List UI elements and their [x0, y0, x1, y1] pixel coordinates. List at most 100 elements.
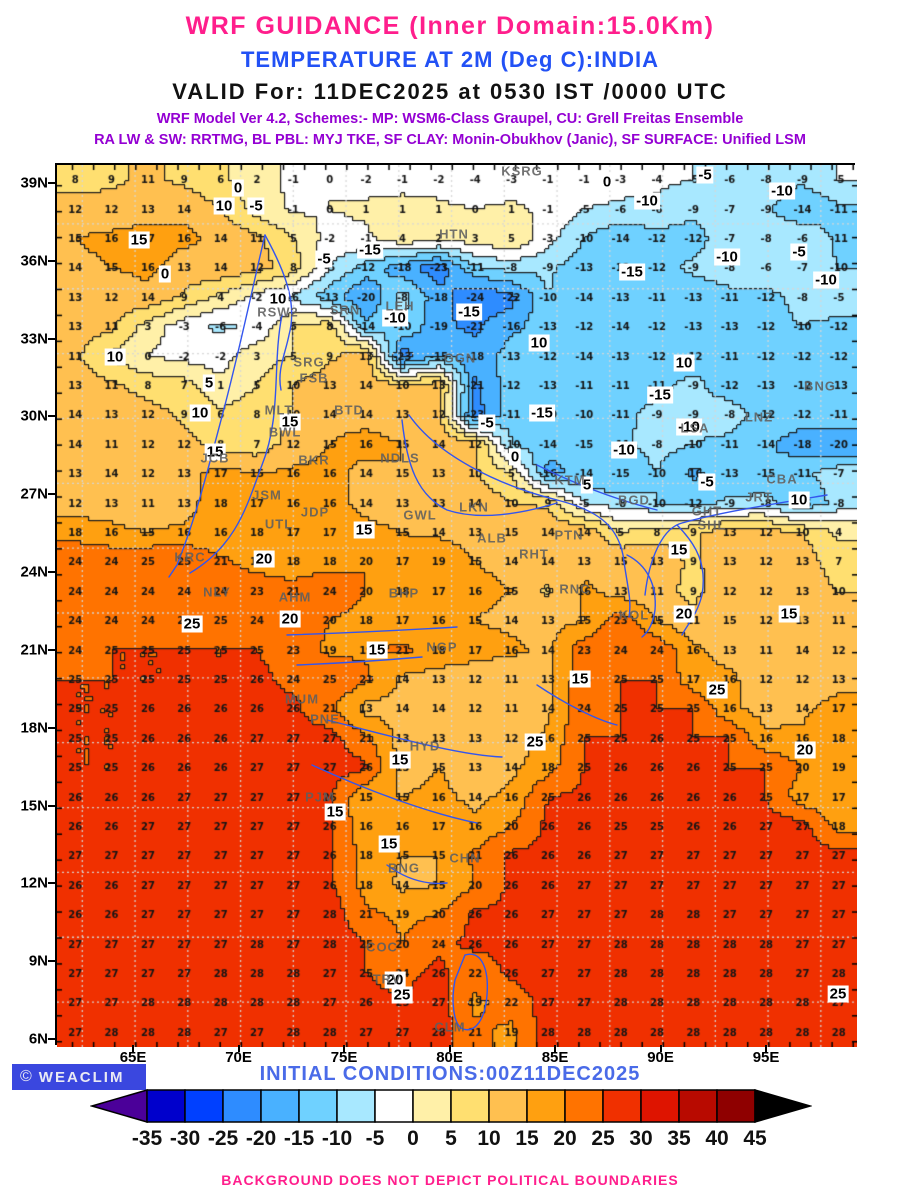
- lon-tick-mark: [343, 1045, 346, 1052]
- contour-label: 25: [391, 986, 413, 1004]
- lon-tick-label: 95E: [752, 1049, 780, 1066]
- lat-tick-label: 18N: [20, 719, 48, 737]
- valid-time-line: VALID For: 11DEC2025 at 0530 IST /0000 U…: [172, 79, 728, 104]
- contour-label: 10: [213, 197, 235, 215]
- station-label: PJM: [305, 789, 335, 805]
- station-label: LSA: [680, 420, 710, 436]
- lon-tick-mark: [659, 1045, 662, 1052]
- lat-tick-label: 9N: [28, 952, 48, 970]
- lat-tick-mark: [48, 960, 55, 963]
- contour-label: -15: [647, 386, 673, 404]
- initial-conditions-line: INITIAL CONDITIONS:00Z11DEC2025: [259, 1063, 641, 1085]
- contour-label: 20: [673, 605, 695, 623]
- copyright-icon: ©: [20, 1068, 32, 1085]
- station-label: CLM: [434, 1019, 466, 1035]
- contour-label: 0: [158, 265, 172, 283]
- weaclim-logo: © WEACLIM: [12, 1064, 146, 1090]
- lon-tick-mark: [237, 1045, 240, 1052]
- station-label: NGP: [426, 639, 458, 655]
- contour-label: -10: [382, 309, 408, 327]
- lat-tick-label: 15N: [20, 797, 48, 815]
- lon-tick-label: 70E: [225, 1049, 252, 1066]
- lon-tick-label: 80E: [436, 1049, 463, 1066]
- station-label: CBA: [766, 471, 798, 487]
- contour-label: -10: [676, 418, 702, 436]
- lat-tick-label: 39N: [20, 174, 48, 192]
- station-label: BTD: [334, 402, 364, 418]
- station-label: MLT: [264, 402, 294, 418]
- station-label: LKN: [459, 499, 489, 515]
- contour-label: -15: [456, 303, 482, 321]
- lat-tick-mark: [48, 571, 55, 574]
- station-label: SHL: [697, 517, 727, 533]
- station-label: LEH: [385, 298, 415, 314]
- lon-tick-mark: [765, 1045, 768, 1052]
- contour-label: 15: [128, 231, 150, 249]
- page-title: WRF GUIDANCE (Inner Domain:15.0Km): [185, 12, 715, 40]
- contour-label: 25: [706, 681, 728, 699]
- contour-label: 20: [279, 610, 301, 628]
- contour-label: 15: [366, 641, 388, 659]
- colorbar-tick-label: 20: [553, 1127, 577, 1150]
- station-label: JCB: [200, 450, 230, 466]
- station-label: GGN: [443, 350, 477, 366]
- lat-tick-label: 27N: [20, 485, 48, 503]
- lat-tick-mark: [48, 181, 55, 184]
- lat-tick-label: 12N: [20, 874, 48, 892]
- station-label: JRT: [745, 489, 773, 505]
- station-label: PTN: [554, 527, 584, 543]
- station-label: GWL: [403, 507, 437, 523]
- colorbar-tick-label: -35: [131, 1127, 163, 1150]
- station-label: SRG: [293, 354, 325, 370]
- contour-label: 15: [389, 751, 411, 769]
- contour-label: 15: [378, 835, 400, 853]
- station-label: ALB: [477, 530, 507, 546]
- lon-tick-mark: [554, 1045, 557, 1052]
- station-label: RNC: [559, 581, 591, 597]
- station-label: PNE: [310, 711, 340, 727]
- contour-label: 15: [279, 413, 301, 431]
- station-label: FSB: [299, 370, 329, 386]
- colorbar-tick-label: 30: [629, 1127, 653, 1150]
- lon-tick-label: 90E: [647, 1049, 674, 1066]
- temperature-colorbar: [89, 1089, 813, 1123]
- contour-label: 10: [528, 334, 550, 352]
- station-label: NLY: [203, 584, 231, 600]
- contour-label: 0: [600, 173, 614, 191]
- station-label: LNZ: [744, 409, 774, 425]
- station-label: TRV: [372, 971, 402, 987]
- contour-label: 10: [673, 354, 695, 372]
- colorbar-tick-label: -20: [245, 1127, 277, 1150]
- station-label: CHN: [449, 850, 481, 866]
- colorbar-tick-label: -30: [169, 1127, 201, 1150]
- contour-label: -15: [619, 263, 645, 281]
- colorbar-tick-label: 45: [743, 1127, 767, 1150]
- contour-label: 15: [778, 605, 800, 623]
- contour-label: 0: [508, 448, 522, 466]
- contour-label: 5: [580, 476, 594, 494]
- station-label: COC: [366, 939, 398, 955]
- colorbar-tick-label: 35: [667, 1127, 691, 1150]
- lat-tick-label: 30N: [20, 407, 48, 425]
- weaclim-logo-text: WEACLIM: [38, 1068, 125, 1086]
- station-label: BNG: [804, 378, 836, 394]
- contour-label: -5: [478, 414, 496, 432]
- contour-label: -5: [247, 197, 265, 215]
- lat-tick-mark: [48, 804, 55, 807]
- contour-label: -5: [698, 473, 716, 491]
- colorbar-svg: [89, 1089, 813, 1123]
- station-label: BNG: [388, 860, 420, 876]
- contour-label: 0: [231, 179, 245, 197]
- contour-label: -15: [529, 404, 555, 422]
- contour-label: 15: [668, 541, 690, 559]
- contour-label: 10: [788, 491, 810, 509]
- contour-label: -5: [790, 243, 808, 261]
- lat-tick-mark: [48, 493, 55, 496]
- contour-label: -15: [357, 241, 383, 259]
- station-label: BHP: [388, 585, 420, 601]
- lon-tick-label: 75E: [330, 1049, 358, 1066]
- model-scheme-line-2: RA LW & SW: RRTMG, BL PBL: MYJ TKE, SF C…: [94, 132, 806, 148]
- contour-label: -5: [696, 166, 714, 184]
- contour-label: 25: [181, 615, 203, 633]
